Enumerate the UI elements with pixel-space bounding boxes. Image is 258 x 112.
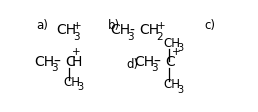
- Text: 3: 3: [178, 84, 184, 94]
- Text: 3: 3: [152, 62, 158, 72]
- Text: H: H: [72, 54, 82, 68]
- Text: –: –: [54, 54, 61, 68]
- Text: b): b): [108, 19, 120, 32]
- Text: CH: CH: [56, 23, 76, 37]
- Text: c): c): [204, 19, 215, 32]
- Text: C: C: [165, 54, 175, 68]
- Text: 3: 3: [127, 31, 134, 41]
- Text: 3: 3: [52, 62, 58, 72]
- Text: +: +: [172, 47, 180, 57]
- Text: -: -: [129, 23, 134, 37]
- Text: 3: 3: [73, 31, 80, 41]
- Text: 2: 2: [157, 31, 163, 41]
- Text: 3: 3: [178, 43, 184, 53]
- Text: CH: CH: [110, 23, 130, 37]
- Text: +: +: [73, 21, 82, 31]
- Text: CH: CH: [34, 54, 54, 68]
- Text: CH: CH: [63, 75, 80, 88]
- Text: CH: CH: [139, 23, 159, 37]
- Text: CH: CH: [163, 78, 180, 91]
- Text: d): d): [126, 57, 138, 70]
- Text: +: +: [72, 47, 80, 57]
- Text: C: C: [65, 54, 75, 68]
- Text: CH: CH: [163, 37, 180, 50]
- Text: 3: 3: [78, 81, 84, 91]
- Text: +: +: [157, 21, 165, 31]
- Text: CH: CH: [134, 54, 154, 68]
- Text: –: –: [154, 54, 161, 68]
- Text: a): a): [36, 19, 48, 32]
